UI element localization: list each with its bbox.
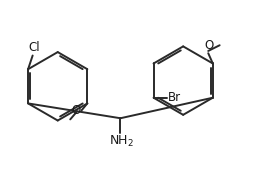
Text: Br: Br [168, 91, 181, 104]
Text: NH$_2$: NH$_2$ [109, 134, 134, 149]
Text: methoxy: methoxy [69, 114, 100, 120]
Text: Cl: Cl [28, 41, 40, 54]
Text: O: O [71, 104, 80, 117]
Text: methoxy: methoxy [52, 122, 89, 131]
Text: O: O [205, 39, 214, 52]
